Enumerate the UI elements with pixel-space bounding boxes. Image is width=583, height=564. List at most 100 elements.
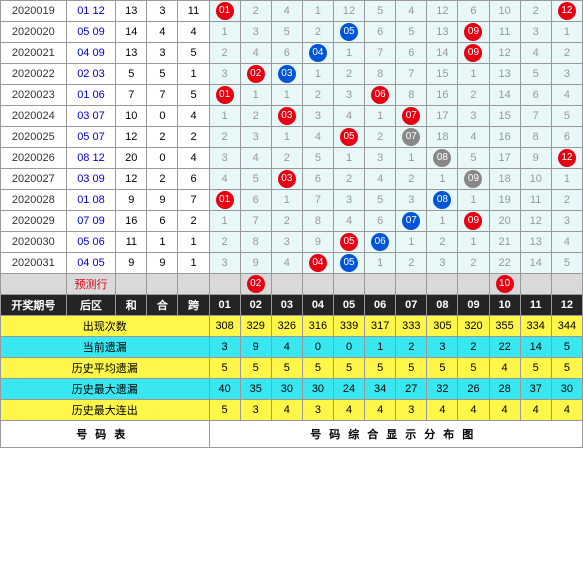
- stat-label: 历史最大遗漏: [1, 379, 210, 400]
- ball-01: 01: [216, 191, 234, 209]
- cell-3: 4: [271, 1, 302, 22]
- cell-9: 09: [458, 211, 489, 232]
- cell-5: 05: [334, 22, 365, 43]
- cell-10: 22: [489, 253, 520, 274]
- cell-8: 2: [427, 232, 458, 253]
- houzone: 07 09: [66, 211, 116, 232]
- ball-01: 01: [216, 86, 234, 104]
- cell-12: 3: [551, 64, 582, 85]
- cell-10: 20: [489, 211, 520, 232]
- cell-9: 2: [458, 85, 489, 106]
- cell-8: 15: [427, 64, 458, 85]
- cell-1: 3: [209, 64, 240, 85]
- cell-4: 7: [302, 190, 333, 211]
- cell-5: 2: [334, 64, 365, 85]
- cell-5: 2: [334, 169, 365, 190]
- cell-6: 06: [365, 85, 396, 106]
- houzone: 02 03: [66, 64, 116, 85]
- cell-12: 4: [551, 232, 582, 253]
- cell-12: 5: [551, 106, 582, 127]
- cell-5: 05: [334, 232, 365, 253]
- ball-03: 03: [278, 65, 296, 83]
- issue: 2020028: [1, 190, 67, 211]
- cell-8: 1: [427, 211, 458, 232]
- cell-6: 5: [365, 190, 396, 211]
- cell-6: 06: [365, 232, 396, 253]
- cell-4: 04: [302, 253, 333, 274]
- issue: 2020020: [1, 22, 67, 43]
- cell-1: 2: [209, 127, 240, 148]
- ball-03: 03: [278, 107, 296, 125]
- ball-05: 05: [340, 128, 358, 146]
- issue: 2020027: [1, 169, 67, 190]
- cell-5: 05: [334, 127, 365, 148]
- cell-7: 7: [396, 64, 427, 85]
- cell-7: 5: [396, 22, 427, 43]
- cell-11: 9: [520, 148, 551, 169]
- cell-1: 01: [209, 85, 240, 106]
- cell-5: 12: [334, 1, 365, 22]
- cell-10: 15: [489, 106, 520, 127]
- cell-2: 5: [240, 169, 271, 190]
- ball-07: 07: [402, 128, 420, 146]
- cell-8: 16: [427, 85, 458, 106]
- cell-1: 01: [209, 1, 240, 22]
- cell-1: 01: [209, 190, 240, 211]
- cell-3: 1: [271, 85, 302, 106]
- cell-5: 1: [334, 148, 365, 169]
- cell-7: 07: [396, 211, 427, 232]
- ball-05: 05: [340, 23, 358, 41]
- cell-10: 14: [489, 85, 520, 106]
- cell-11: 6: [520, 85, 551, 106]
- ball-05: 05: [340, 233, 358, 251]
- cell-4: 2: [302, 85, 333, 106]
- cell-12: 5: [551, 253, 582, 274]
- cell-3: 1: [271, 190, 302, 211]
- cell-9: 1: [458, 64, 489, 85]
- ball-07: 07: [402, 212, 420, 230]
- cell-11: 14: [520, 253, 551, 274]
- cell-2: 9: [240, 253, 271, 274]
- cell-9: 6: [458, 1, 489, 22]
- cell-2: 6: [240, 190, 271, 211]
- houzone: 04 09: [66, 43, 116, 64]
- houzone: 04 05: [66, 253, 116, 274]
- cell-5: 3: [334, 190, 365, 211]
- cell-6: 4: [365, 169, 396, 190]
- cell-7: 1: [396, 148, 427, 169]
- ball-07: 07: [402, 107, 420, 125]
- stat-label: 当前遗漏: [1, 337, 210, 358]
- cell-10: 13: [489, 64, 520, 85]
- stat-label: 出现次数: [1, 316, 210, 337]
- ball-08: 08: [433, 149, 451, 167]
- cell-1: 3: [209, 148, 240, 169]
- cell-2: 8: [240, 232, 271, 253]
- ball-02: 02: [247, 65, 265, 83]
- cell-12: 2: [551, 190, 582, 211]
- predict-label: 预测行: [66, 274, 116, 295]
- ball-09: 09: [464, 170, 482, 188]
- cell-3: 5: [271, 22, 302, 43]
- cell-8: 1: [427, 169, 458, 190]
- cell-7: 2: [396, 253, 427, 274]
- cell-3: 1: [271, 127, 302, 148]
- cell-4: 5: [302, 148, 333, 169]
- cell-4: 04: [302, 43, 333, 64]
- cell-9: 09: [458, 43, 489, 64]
- ball-04: 04: [309, 254, 327, 272]
- cell-11: 11: [520, 190, 551, 211]
- cell-1: 4: [209, 169, 240, 190]
- cell-7: 07: [396, 106, 427, 127]
- cell-8: 3: [427, 253, 458, 274]
- cell-3: 2: [271, 211, 302, 232]
- cell-6: 8: [365, 64, 396, 85]
- cell-6: 7: [365, 43, 396, 64]
- issue: 2020019: [1, 1, 67, 22]
- footer-right: 号码综合显示分布图: [209, 421, 582, 448]
- cell-4: 4: [302, 127, 333, 148]
- issue: 2020024: [1, 106, 67, 127]
- cell-4: 9: [302, 232, 333, 253]
- houzone: 05 07: [66, 127, 116, 148]
- issue: 2020021: [1, 43, 67, 64]
- cell-11: 2: [520, 1, 551, 22]
